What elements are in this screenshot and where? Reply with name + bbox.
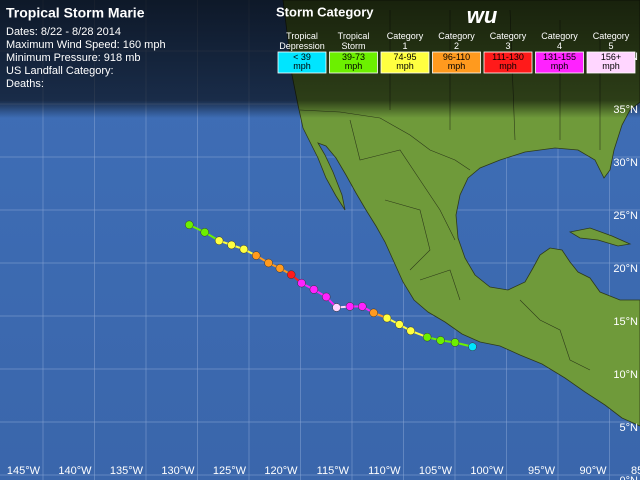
track-point (369, 308, 378, 318)
lat-label: 25°N (613, 210, 638, 222)
lon-label: 90°W (579, 465, 607, 477)
lat-label: 0°N (620, 475, 639, 480)
legend-name: Category 1 (387, 31, 424, 51)
lon-label: 85°W (631, 465, 640, 477)
lon-label: 105°W (419, 465, 453, 477)
track-point (264, 258, 273, 268)
track-point (406, 326, 415, 336)
category-legend: Tropical Depression< 39 mph Tropical Storm39… (277, 31, 636, 74)
lon-label: 110°W (368, 465, 401, 477)
info-line: Deaths: (6, 78, 44, 90)
legend-name: Tropical Depression (279, 31, 325, 51)
track-point (227, 240, 236, 250)
legend-swatch (483, 51, 533, 74)
legend-name: Category 4 (541, 31, 578, 51)
track-point (214, 236, 224, 245)
legend-name: Category 2 (438, 31, 475, 51)
lat-label: 20°N (613, 263, 638, 275)
track-point (345, 302, 355, 311)
track-point (200, 228, 209, 237)
track-point (309, 285, 319, 294)
lon-label: 130°W (161, 465, 195, 477)
track-point (322, 292, 331, 302)
legend-swatch (277, 51, 327, 74)
legend-swatch (329, 51, 378, 74)
land (568, 227, 632, 247)
storm-track (185, 220, 477, 351)
legend-range: 111-130 mph (492, 52, 524, 71)
track-point (239, 244, 249, 254)
track-point (382, 313, 392, 323)
legend-range: 156+ mph (601, 52, 621, 71)
lat-label: 30°N (613, 157, 638, 169)
lon-label: 95°W (528, 465, 556, 477)
track-point (468, 342, 477, 351)
legend-range: 39-73 mph (342, 52, 365, 71)
legend-swatch (586, 51, 636, 74)
track-point (275, 264, 285, 273)
track-point (251, 251, 261, 260)
track-point (297, 278, 306, 288)
storm-title: Tropical Storm Marie (6, 5, 145, 21)
lon-label: 115°W (317, 465, 350, 477)
lon-label: 125°W (213, 465, 247, 477)
track-point (422, 332, 432, 342)
track-point (436, 336, 445, 345)
legend-name: Category 5 (593, 31, 630, 51)
lon-label: 140°W (58, 465, 92, 477)
track-point (332, 303, 341, 312)
logo: wu (467, 3, 498, 28)
lon-label: 120°W (264, 465, 298, 477)
info-line: Minimum Pressure: 918 mb (6, 52, 141, 64)
legend-range: < 39 mph (293, 52, 311, 71)
track-point (395, 320, 404, 329)
track-point (358, 302, 367, 311)
track-point (286, 270, 296, 279)
lat-label: 15°N (613, 316, 638, 328)
legend-swatch (535, 51, 584, 74)
legend-title: Storm Category (276, 4, 374, 19)
info-line: US Landfall Category: (6, 65, 114, 77)
lon-label: 145°W (7, 465, 41, 477)
info-line: Maximum Wind Speed: 160 mph (6, 39, 166, 51)
lat-label: 35°N (613, 104, 638, 116)
track-point (185, 220, 194, 230)
lat-label: 5°N (620, 422, 639, 434)
legend-name: Category 3 (490, 31, 527, 51)
legend-name: Tropical Storm (338, 31, 370, 51)
legend-range: 96-110 mph (443, 52, 470, 71)
legend-swatch (380, 51, 430, 74)
info-line: Dates: 8/22 - 8/28 2014 (6, 26, 121, 38)
track-point (450, 338, 460, 347)
legend-range: 74-95 mph (393, 52, 416, 71)
lon-label: 135°W (110, 465, 144, 477)
lon-label: 100°W (470, 465, 504, 477)
lat-label: 10°N (613, 369, 638, 381)
legend-swatch (432, 51, 481, 74)
legend-range: 131-155 mph (543, 52, 576, 71)
